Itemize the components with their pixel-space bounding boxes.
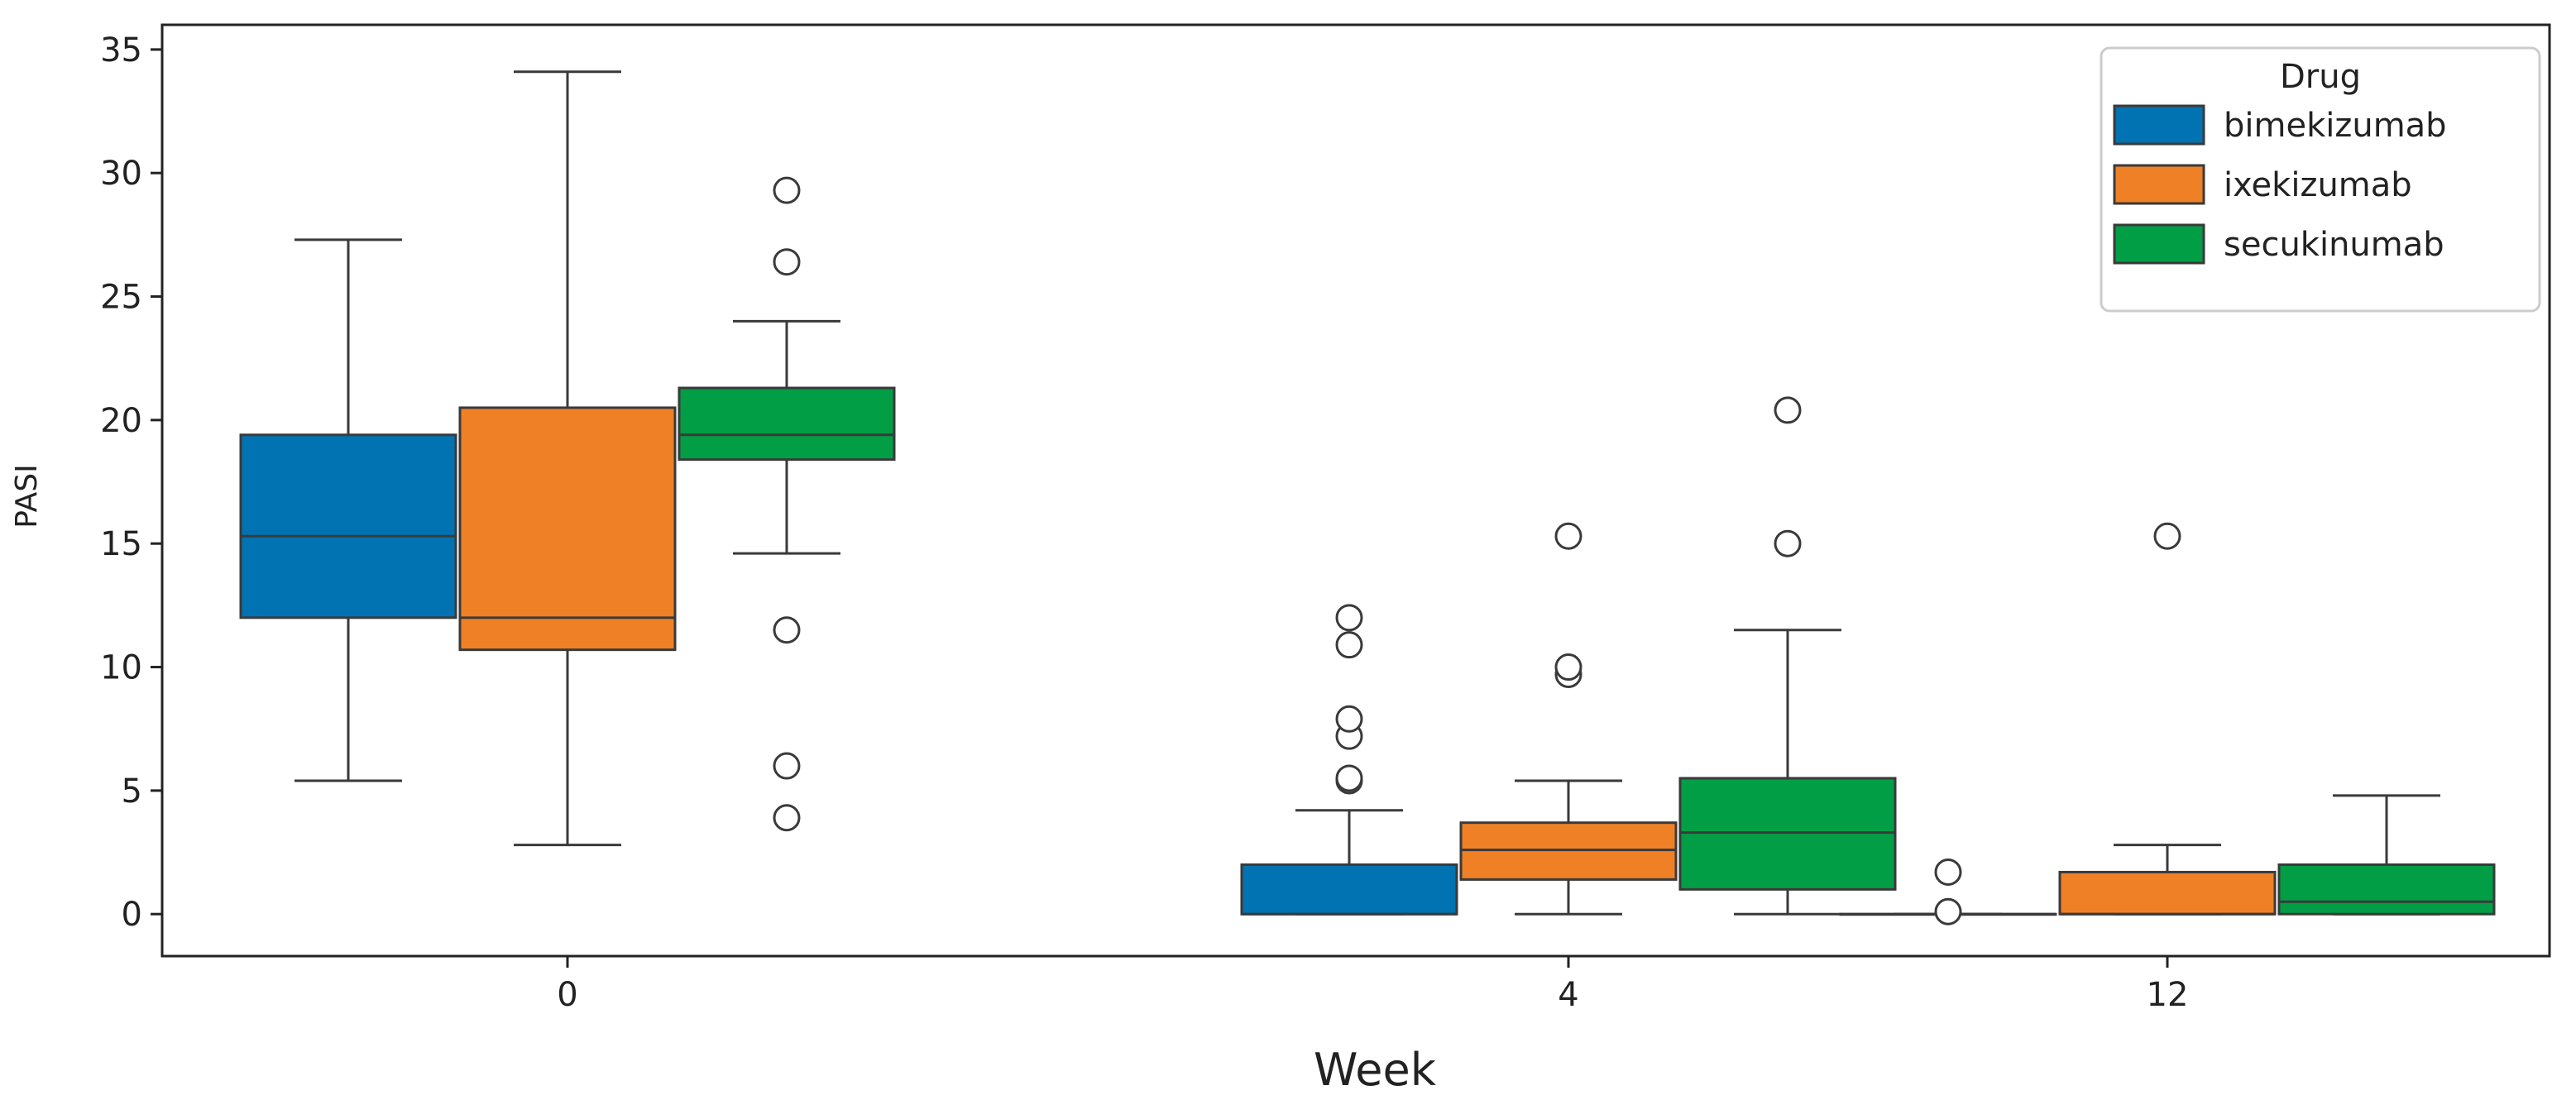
box-iqr <box>458 406 677 652</box>
x-tick-label: 12 <box>2147 976 2189 1014</box>
box-iqr <box>678 386 896 462</box>
x-axis-label: Week <box>1314 1044 1437 1096</box>
outlier-point <box>773 804 801 832</box>
box-secukinumab-week-4 <box>1678 396 1897 916</box>
box-ixekizumab-week-0 <box>458 70 677 847</box>
box-iqr <box>2277 863 2496 916</box>
legend-label-bimekizumab: bimekizumab <box>2224 107 2447 145</box>
y-tick-label: 20 <box>100 402 142 440</box>
legend-swatch-ixekizumab <box>2113 164 2205 205</box>
outlier-point <box>1774 396 1802 424</box>
legend-swatch-bimekizumab <box>2113 104 2205 146</box>
outlier-point <box>1554 653 1582 682</box>
box-bimekizumab-week-4 <box>1240 604 1458 916</box>
plot-content <box>239 70 2496 925</box>
box-iqr <box>239 433 457 619</box>
outlier-point <box>1335 705 1363 733</box>
y-tick-label: 0 <box>122 896 142 934</box>
legend-label-ixekizumab: ixekizumab <box>2224 166 2412 204</box>
x-tick-label: 4 <box>1558 976 1578 1014</box>
y-tick-label: 10 <box>100 649 142 687</box>
plot-frame <box>160 23 2551 958</box>
y-tick-label: 35 <box>100 31 142 69</box>
outlier-point <box>1335 631 1363 659</box>
outlier-point <box>1934 897 1962 925</box>
legend-swatch-secukinumab <box>2113 223 2205 265</box>
legend: Drug bimekizumab ixekizumab secukinumab <box>2100 46 2541 313</box>
y-tick-label: 15 <box>100 525 142 563</box>
outlier-point <box>2153 522 2181 550</box>
y-tick-label: 5 <box>122 772 142 811</box>
outlier-point <box>1335 604 1363 632</box>
box-iqr <box>2058 870 2277 916</box>
box-bimekizumab-week-0 <box>239 238 457 782</box>
box-ixekizumab-week-12 <box>2058 522 2277 916</box>
outlier-point <box>1554 522 1582 550</box>
y-axis-label: PASI <box>10 464 44 528</box>
outlier-point <box>773 752 801 780</box>
box-ixekizumab-week-4 <box>1459 522 1678 916</box>
x-tick-label: 0 <box>557 976 577 1014</box>
box-secukinumab-week-0 <box>678 176 896 832</box>
outlier-point <box>1774 529 1802 557</box>
outlier-point <box>773 616 801 644</box>
box-secukinumab-week-12 <box>2277 794 2496 916</box>
outlier-point <box>1934 858 1962 886</box>
outlier-point <box>773 176 801 204</box>
legend-label-secukinumab: secukinumab <box>2224 226 2444 264</box>
outlier-point <box>773 248 801 276</box>
box-iqr <box>1240 863 1458 916</box>
legend-title: Drug <box>2280 58 2361 96</box>
outlier-point <box>1335 764 1363 792</box>
y-tick-label: 30 <box>100 155 142 193</box>
legend-frame <box>2100 46 2541 313</box>
axes: 0 5 10 15 20 25 30 35 0 4 12 <box>100 23 2551 1014</box>
y-tick-label: 25 <box>100 279 142 317</box>
